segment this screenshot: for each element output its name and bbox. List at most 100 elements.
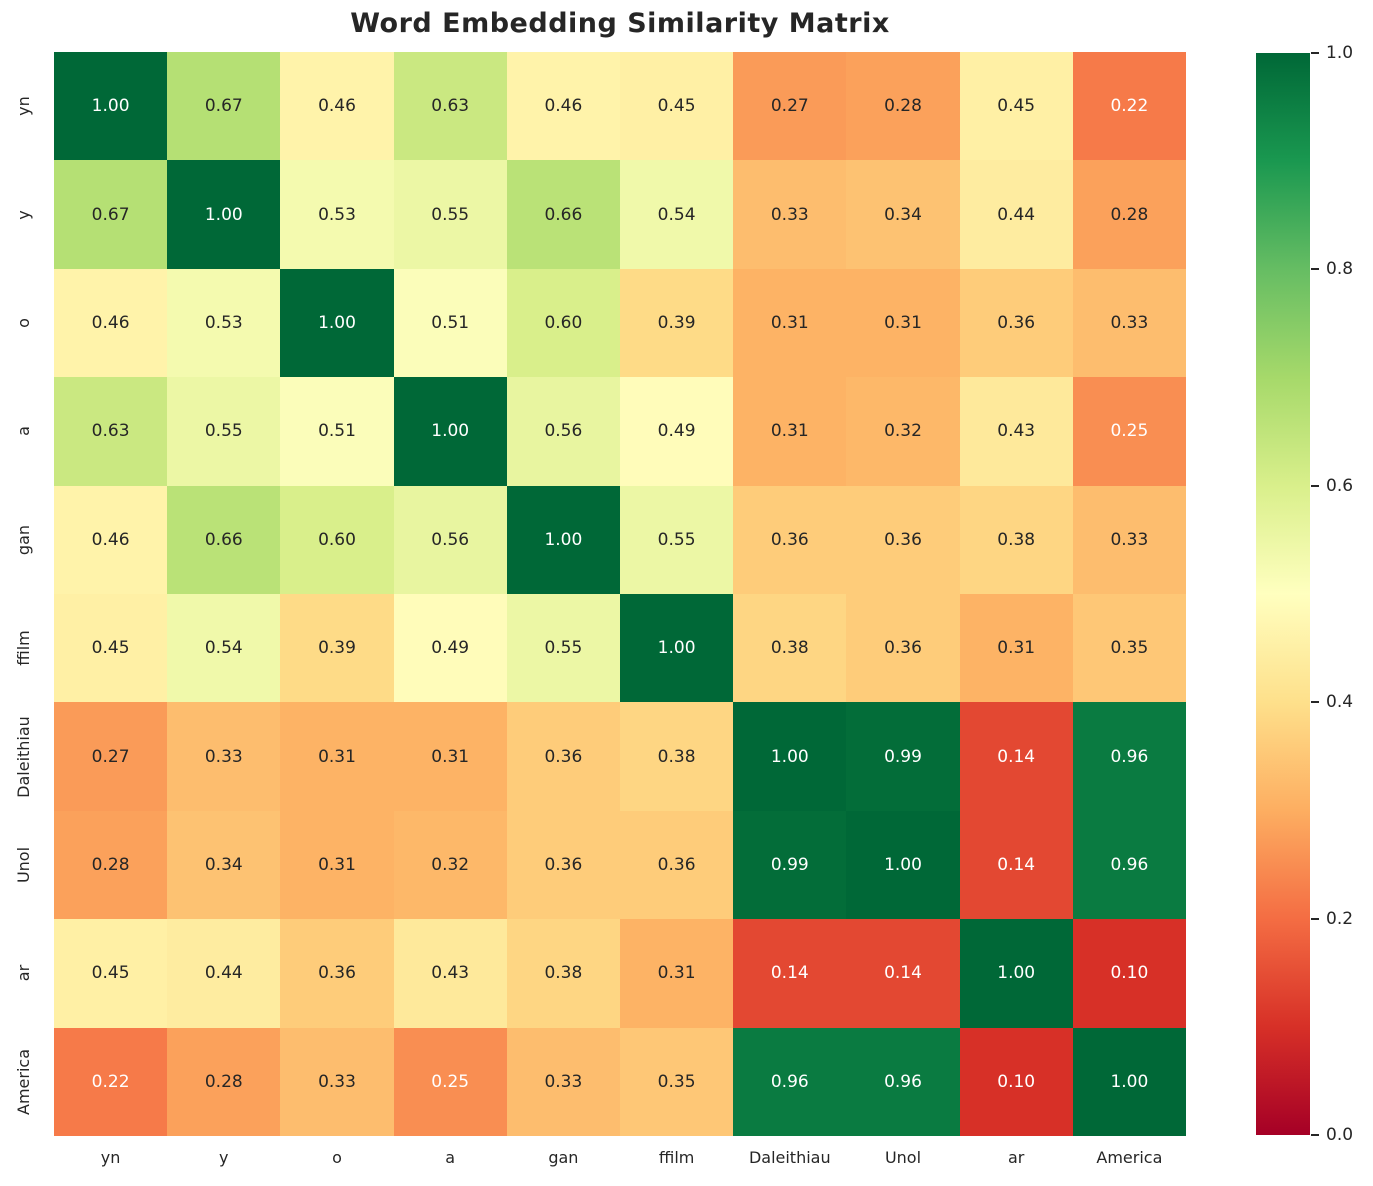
heatmap-cell: 0.60	[506, 268, 620, 378]
heatmap-cell: 0.31	[280, 810, 394, 920]
heatmap-cell: 0.96	[846, 1027, 960, 1136]
colorbar-tick-label: 0.8	[1326, 259, 1354, 280]
heatmap-cell: 0.45	[959, 52, 1073, 161]
heatmap-cell: 0.32	[846, 377, 960, 486]
heatmap-cell: 0.56	[506, 377, 620, 486]
y-tick-label: ffilm	[14, 630, 33, 666]
heatmap-cell: 0.31	[959, 594, 1073, 703]
heatmap-cell: 1.00	[846, 810, 960, 920]
heatmap-cell: 1.00	[1072, 1027, 1186, 1136]
y-tick-label: o	[14, 318, 33, 328]
heatmap-cell: 0.33	[1072, 268, 1186, 378]
heatmap-cell: 0.46	[280, 52, 394, 161]
heatmap-cell: 0.28	[54, 810, 168, 920]
heatmap-cell: 0.35	[619, 1027, 734, 1136]
heatmap-cell: 0.25	[393, 1027, 507, 1136]
heatmap-cell: 1.00	[393, 377, 507, 486]
heatmap-cell: 0.46	[54, 485, 168, 594]
heatmap-cell: 0.31	[619, 919, 734, 1028]
heatmap-cell: 0.54	[619, 160, 734, 269]
heatmap-cell: 0.54	[167, 594, 281, 703]
heatmap-cell: 0.10	[1072, 919, 1186, 1028]
heatmap-cell: 0.33	[733, 160, 847, 269]
heatmap-cell: 0.28	[1072, 160, 1186, 269]
colorbar-tick-label: 0.0	[1326, 1125, 1354, 1145]
y-tick-label: y	[14, 209, 33, 220]
heatmap-cell: 1.00	[619, 594, 734, 703]
heatmap-cell: 0.34	[846, 160, 960, 269]
heatmap-cell: 0.34	[167, 810, 281, 920]
colorbar-tick-label: 0.4	[1326, 692, 1354, 713]
y-tick-label: America	[14, 1048, 33, 1115]
heatmap-cell: 0.43	[959, 377, 1073, 486]
heatmap-cell: 0.36	[846, 485, 960, 594]
x-tick-label: America	[1096, 1148, 1163, 1167]
colorbar-tick-label: 1.0	[1326, 43, 1354, 63]
heatmap-cell: 0.55	[167, 377, 281, 486]
colorbar-tick-mark	[1311, 917, 1319, 920]
y-tick-label: Unol	[14, 846, 33, 884]
colorbar-tick-mark	[1311, 484, 1319, 487]
heatmap-cell: 0.67	[167, 52, 281, 161]
heatmap-cell: 0.60	[280, 485, 394, 594]
colorbar	[1256, 53, 1310, 1135]
heatmap-cell: 0.39	[280, 594, 394, 703]
chart-title: Word Embedding Similarity Matrix	[350, 8, 890, 39]
heatmap-cell: 0.49	[619, 377, 734, 486]
heatmap-cell: 0.44	[959, 160, 1073, 269]
heatmap-cell: 0.99	[733, 810, 847, 920]
y-tick-label: yn	[14, 96, 33, 116]
heatmap-cell: 0.36	[733, 485, 847, 594]
heatmap-cell: 0.45	[619, 52, 734, 161]
heatmap-cell: 0.44	[167, 919, 281, 1028]
y-tick-label: Daleithiau	[14, 715, 33, 798]
heatmap-grid: 1.00 0.67 0.46 0.63 0.46 0.45 0.27 0.28 0.45 0.22…	[54, 52, 1186, 1136]
heatmap-cell: 0.43	[393, 919, 507, 1028]
heatmap-cell: 0.31	[733, 268, 847, 378]
heatmap-cell: 0.14	[959, 810, 1073, 920]
heatmap-cell: 0.36	[959, 268, 1073, 378]
colorbar-tick-label: 0.6	[1326, 475, 1354, 496]
heatmap-cell: 0.31	[393, 702, 507, 811]
x-tick-label: Daleithiau	[748, 1148, 831, 1167]
x-tick-label: ar	[1007, 1148, 1025, 1167]
heatmap-cell: 0.25	[1072, 377, 1186, 486]
x-tick-label: yn	[100, 1148, 121, 1167]
heatmap-cell: 1.00	[167, 160, 281, 269]
heatmap-cell: 0.96	[1072, 810, 1186, 920]
heatmap-cell: 0.36	[506, 810, 620, 920]
heatmap-cell: 0.51	[280, 377, 394, 486]
heatmap-cell: 0.27	[54, 702, 168, 811]
heatmap-cell: 0.38	[506, 919, 620, 1028]
x-tick-label: ffilm	[658, 1148, 695, 1167]
heatmap-cell: 0.53	[280, 160, 394, 269]
heatmap-cell: 0.67	[54, 160, 168, 269]
x-tick-label: y	[219, 1148, 229, 1167]
heatmap-cell: 0.38	[733, 594, 847, 703]
heatmap-cell: 0.63	[393, 52, 507, 161]
heatmap-cell: 0.28	[846, 52, 960, 161]
heatmap-cell: 0.96	[1072, 702, 1186, 811]
x-tick-label: Unol	[884, 1148, 922, 1167]
heatmap-cell: 0.33	[1072, 485, 1186, 594]
y-tick-label: a	[14, 426, 33, 437]
heatmap-cell: 0.39	[619, 268, 734, 378]
heatmap-cell: 0.45	[54, 919, 168, 1028]
heatmap-cell: 0.22	[54, 1027, 168, 1136]
heatmap-cell: 0.56	[393, 485, 507, 594]
heatmap-cell: 0.63	[54, 377, 168, 486]
colorbar-tick-label: 0.2	[1326, 908, 1354, 929]
heatmap-cell: 0.10	[959, 1027, 1073, 1136]
heatmap-cell: 0.66	[167, 485, 281, 594]
heatmap-cell: 0.27	[733, 52, 847, 161]
colorbar-tick-mark	[1311, 1134, 1319, 1136]
heatmap-cell: 1.00	[506, 485, 620, 594]
x-tick-label: a	[445, 1148, 456, 1167]
heatmap-cell: 0.36	[280, 919, 394, 1028]
y-tick-label: ar	[14, 965, 33, 982]
heatmap-cell: 0.31	[733, 377, 847, 486]
heatmap-cell: 0.49	[393, 594, 507, 703]
heatmap-cell: 0.55	[393, 160, 507, 269]
heatmap-cell: 0.38	[959, 485, 1073, 594]
